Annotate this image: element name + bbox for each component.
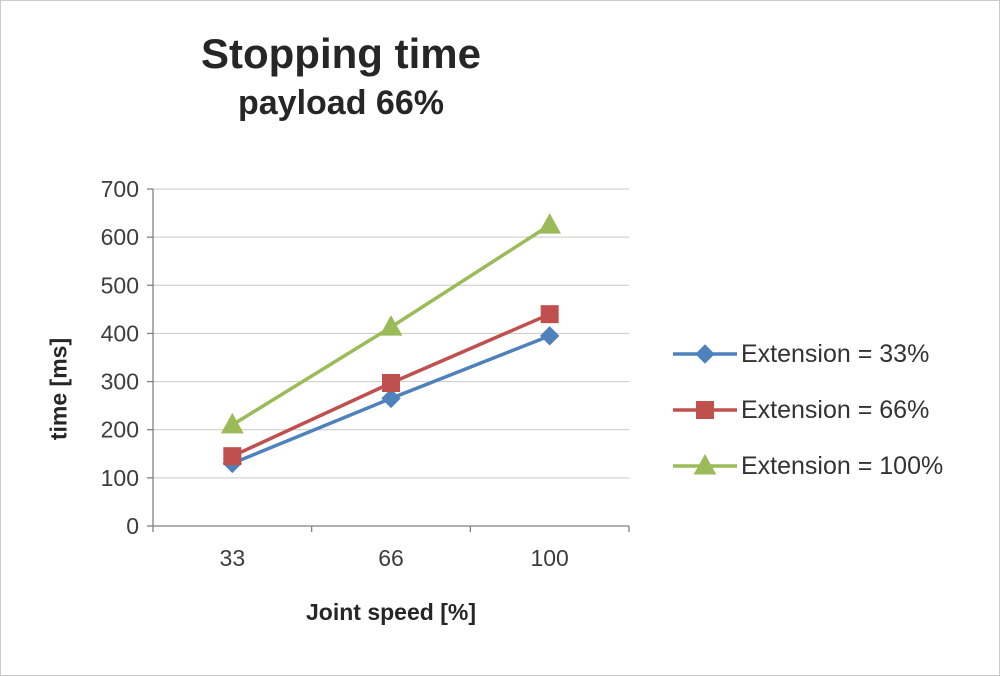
diamond-marker-icon (539, 326, 560, 346)
legend-swatch-diamond-icon (673, 344, 737, 364)
legend-label: Extension = 33% (741, 339, 930, 368)
y-tick-label: 0 (126, 513, 139, 539)
triangle-marker-icon (220, 412, 244, 434)
y-tick-label: 200 (101, 417, 139, 443)
diamond-marker-icon (381, 388, 401, 409)
y-tick-label: 300 (101, 369, 139, 395)
y-tick-label: 700 (101, 176, 139, 202)
y-tick-label: 500 (101, 272, 139, 298)
x-tick-label: 66 (378, 545, 404, 571)
legend-label: Extension = 100% (741, 451, 944, 480)
x-tick-label: 33 (220, 545, 246, 571)
legend-entry: Extension = 66% (671, 395, 943, 425)
legend-swatch-triangle-icon (673, 453, 737, 475)
legend-entry: Extension = 100% (671, 451, 943, 481)
y-tick-label: 600 (101, 224, 139, 250)
triangle-marker-icon (693, 453, 717, 475)
legend-entry: Extension = 33% (671, 339, 943, 369)
legend-label: Extension = 66% (741, 395, 930, 424)
y-tick-label: 400 (101, 320, 139, 346)
square-marker-icon (223, 447, 242, 466)
y-tick-label: 100 (101, 465, 139, 491)
legend: Extension = 33% Extension = 66% Extensio… (671, 339, 943, 481)
chart-title: Stopping time (201, 30, 481, 77)
x-tick-label: 100 (530, 545, 568, 571)
square-marker-icon (540, 305, 559, 324)
chart-subtitle: payload 66% (238, 84, 444, 123)
legend-swatch-square-icon (673, 401, 737, 419)
square-marker-icon (696, 401, 714, 419)
triangle-marker-icon (379, 315, 403, 336)
y-axis-title: time [ms] (45, 337, 72, 441)
square-marker-icon (382, 374, 400, 393)
diamond-marker-icon (695, 344, 715, 364)
x-axis-title: Joint speed [%] (306, 599, 476, 625)
chart-title-block: Stopping time payload 66% (1, 30, 681, 123)
triangle-marker-icon (538, 213, 562, 234)
